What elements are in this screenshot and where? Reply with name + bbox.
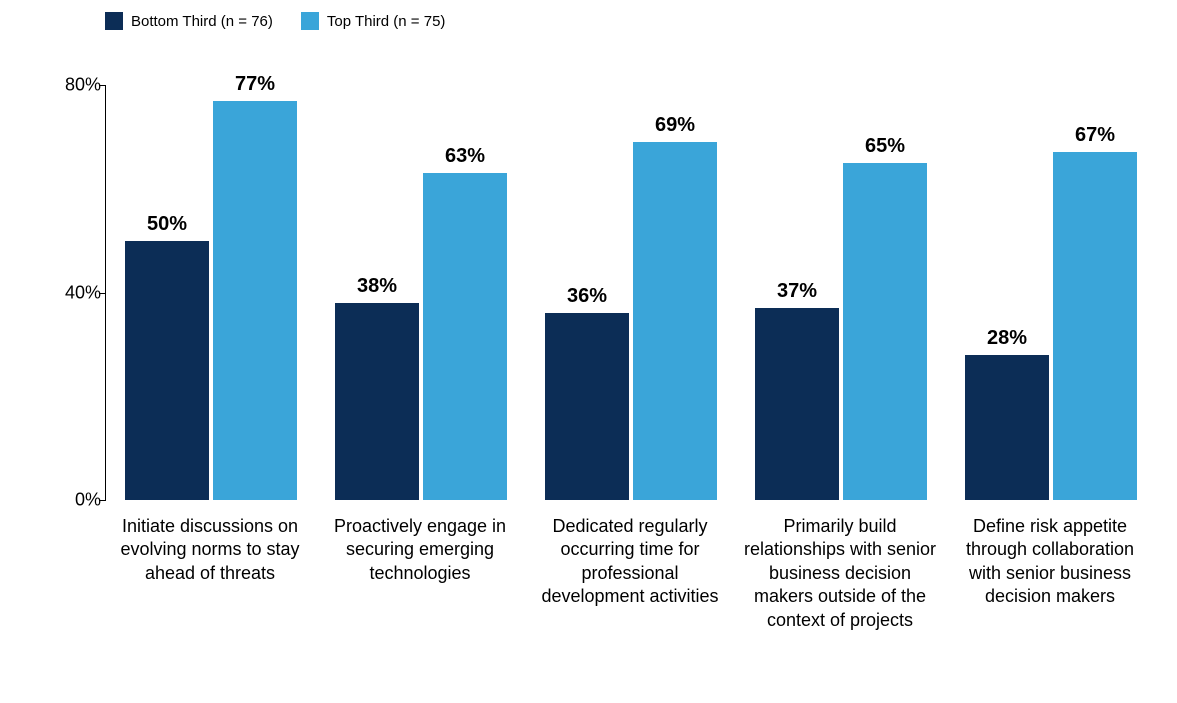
bar: 37% [755, 308, 839, 500]
bar-value-label: 36% [567, 285, 607, 308]
x-axis-labels: Initiate discussions on evolving norms t… [105, 515, 1155, 632]
bar-group: 36%69% [526, 142, 736, 500]
legend-swatch [105, 12, 123, 30]
bar: 28% [965, 355, 1049, 500]
y-tick-mark [100, 85, 106, 86]
bar-value-label: 67% [1075, 124, 1115, 147]
x-axis-label: Define risk appetite through collaborati… [945, 515, 1155, 632]
x-axis-label: Primarily build relationships with senio… [735, 515, 945, 632]
legend-swatch [301, 12, 319, 30]
legend: Bottom Third (n = 76) Top Third (n = 75) [105, 12, 445, 30]
bar-value-label: 69% [655, 114, 695, 137]
bar-group: 37%65% [736, 163, 946, 500]
plot-area: 0%40%80%50%77%38%63%36%69%37%65%28%67% [105, 85, 1155, 500]
x-axis-label: Proactively engage in securing emerging … [315, 515, 525, 632]
legend-item: Bottom Third (n = 76) [105, 12, 273, 30]
bar: 67% [1053, 152, 1137, 500]
bar: 63% [423, 173, 507, 500]
bar-value-label: 77% [235, 73, 275, 96]
y-tick-label: 0% [51, 490, 101, 511]
bar: 38% [335, 303, 419, 500]
bar-value-label: 50% [147, 213, 187, 236]
bar: 77% [213, 101, 297, 500]
bar-chart: Bottom Third (n = 76) Top Third (n = 75)… [0, 0, 1177, 703]
legend-label: Top Third (n = 75) [327, 13, 446, 30]
x-axis-label: Dedicated regularly occurring time for p… [525, 515, 735, 632]
bar: 69% [633, 142, 717, 500]
y-tick-label: 40% [51, 282, 101, 303]
bar-group: 38%63% [316, 173, 526, 500]
bar-value-label: 65% [865, 135, 905, 158]
bar: 65% [843, 163, 927, 500]
y-tick-mark [100, 500, 106, 501]
x-axis-label: Initiate discussions on evolving norms t… [105, 515, 315, 632]
bar: 36% [545, 313, 629, 500]
legend-label: Bottom Third (n = 76) [131, 13, 273, 30]
y-tick-label: 80% [51, 75, 101, 96]
bar-value-label: 38% [357, 275, 397, 298]
bar-group: 50%77% [106, 101, 316, 500]
bar-group: 28%67% [946, 152, 1156, 500]
bar: 50% [125, 241, 209, 500]
bar-value-label: 28% [987, 327, 1027, 350]
bar-value-label: 63% [445, 145, 485, 168]
bar-value-label: 37% [777, 280, 817, 303]
legend-item: Top Third (n = 75) [301, 12, 446, 30]
